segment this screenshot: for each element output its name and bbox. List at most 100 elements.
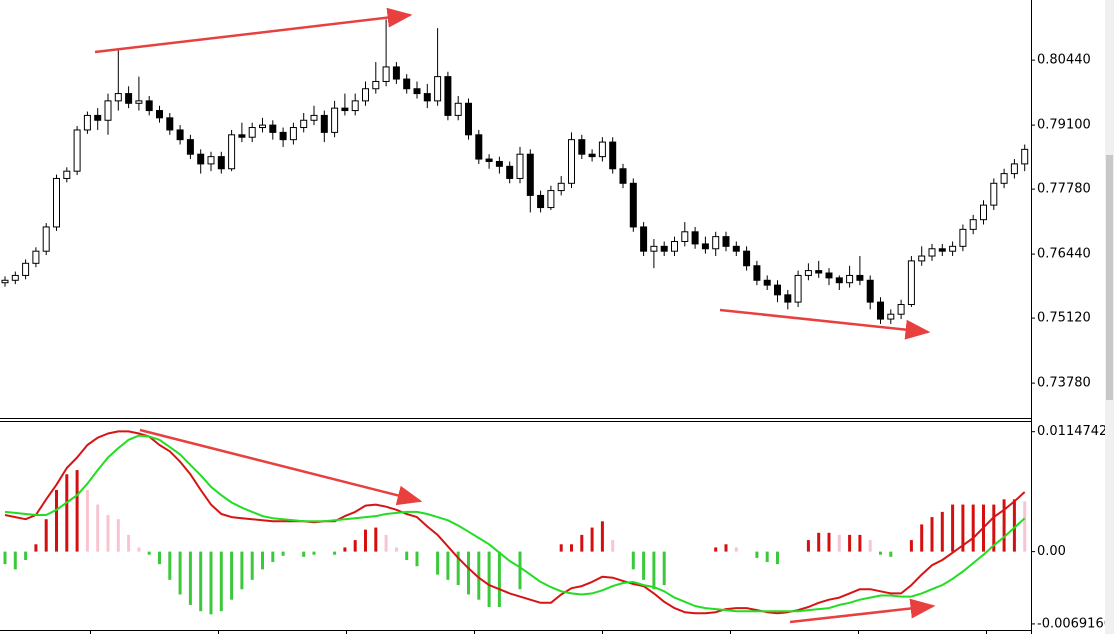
histogram-bar: [312, 551, 316, 555]
histogram-bar: [116, 519, 120, 552]
histogram-bar: [1002, 499, 1006, 552]
candle-body: [578, 139, 586, 155]
histogram-bar: [940, 511, 944, 552]
histogram-bar: [889, 551, 893, 557]
candle-body: [444, 76, 452, 116]
candle-body: [980, 204, 987, 221]
histogram-bar: [909, 540, 913, 552]
candle-body: [11, 274, 19, 281]
histogram-bar: [837, 534, 841, 552]
histogram-bar: [415, 551, 419, 567]
candle-body: [176, 129, 184, 141]
candle-body: [341, 107, 349, 112]
candle-body: [248, 127, 256, 138]
histogram-bar: [930, 517, 934, 552]
candle-body: [22, 262, 30, 276]
histogram-bar: [302, 551, 306, 557]
candle-body: [526, 153, 534, 196]
candle-body: [197, 153, 205, 165]
candle-body: [362, 88, 369, 102]
histogram-bar: [250, 551, 254, 580]
y-tick-label: 0.77780: [1037, 182, 1091, 197]
candle-body: [1010, 163, 1018, 175]
candle-body: [259, 124, 266, 129]
histogram-bar: [446, 551, 450, 580]
candle-body: [722, 236, 730, 247]
candle-body: [763, 279, 771, 286]
candle-body: [609, 141, 617, 170]
candle-body: [392, 66, 400, 80]
candle-body: [434, 76, 442, 102]
candle-body: [269, 124, 277, 133]
histogram-bar: [405, 551, 409, 560]
histogram-bar: [137, 547, 141, 552]
candle-body: [1021, 148, 1029, 165]
candle-body: [1, 279, 9, 284]
candle-body: [289, 127, 297, 141]
candle-body: [701, 243, 709, 250]
histogram-bar: [971, 504, 975, 552]
histogram-bar: [394, 547, 398, 552]
candle-body: [877, 301, 884, 320]
candle-body: [650, 245, 658, 252]
histogram-bar: [755, 551, 759, 558]
candle-body: [83, 114, 91, 131]
candle-body: [413, 88, 421, 95]
scrollbar-thumb[interactable]: [1106, 155, 1113, 400]
y-tick-label: 0.0114742: [1037, 424, 1107, 439]
histogram-bar: [714, 547, 718, 552]
candle-body: [238, 134, 246, 138]
histogram-bar: [240, 551, 244, 590]
candle-body: [454, 102, 462, 116]
price-panel: [1, 19, 1029, 324]
histogram-bar: [817, 532, 821, 552]
candle-body: [135, 100, 143, 104]
histogram-bar: [827, 532, 831, 552]
candle-body: [959, 228, 967, 247]
candle-body: [732, 245, 740, 252]
candle-body: [897, 304, 905, 315]
histogram-bar: [34, 544, 38, 552]
candle-body: [537, 194, 545, 209]
candle-body: [32, 250, 40, 264]
candle-body: [516, 153, 524, 179]
histogram-bar: [230, 551, 234, 600]
histogram-bar: [724, 544, 728, 552]
histogram-bar: [806, 540, 810, 552]
candle-body: [114, 93, 122, 102]
candle-body: [300, 119, 308, 129]
histogram-bar: [384, 534, 388, 552]
y-tick-label: -0.0069166: [1037, 616, 1112, 631]
candle-body: [475, 134, 483, 160]
y-tick-label: 0.79100: [1037, 118, 1091, 133]
candle-body: [846, 274, 854, 284]
histogram-bar: [631, 551, 635, 570]
histogram-bar: [96, 504, 100, 552]
histogram-bar: [3, 551, 7, 565]
candle-body: [928, 248, 936, 257]
candle-body: [938, 248, 946, 252]
histogram-bar: [570, 544, 573, 552]
candle-body: [506, 165, 514, 179]
histogram-bar: [178, 551, 182, 595]
candle-body: [753, 265, 761, 281]
candle-body: [382, 66, 390, 82]
candle-body: [774, 284, 781, 296]
y-tick-label: 0.76440: [1037, 247, 1091, 262]
histogram-bar: [961, 504, 965, 552]
histogram-bar: [559, 544, 563, 552]
y-tick-label: 0.00: [1037, 544, 1066, 559]
histogram-bar: [920, 524, 924, 552]
histogram-bar: [497, 551, 501, 608]
histogram-bar: [13, 551, 17, 570]
histogram-bar: [652, 551, 656, 590]
histogram-bar: [343, 547, 347, 552]
candle-body: [949, 245, 957, 252]
histogram-bar: [65, 474, 69, 552]
histogram-bar: [467, 551, 470, 595]
histogram-bar: [611, 540, 615, 552]
time-ticks: [90, 630, 987, 634]
candle-body: [207, 156, 215, 165]
axes: 0.80440 0.79100 0.77780 0.76440 0.75120 0.737…: [1031, 53, 1112, 631]
histogram-bar: [580, 534, 584, 552]
